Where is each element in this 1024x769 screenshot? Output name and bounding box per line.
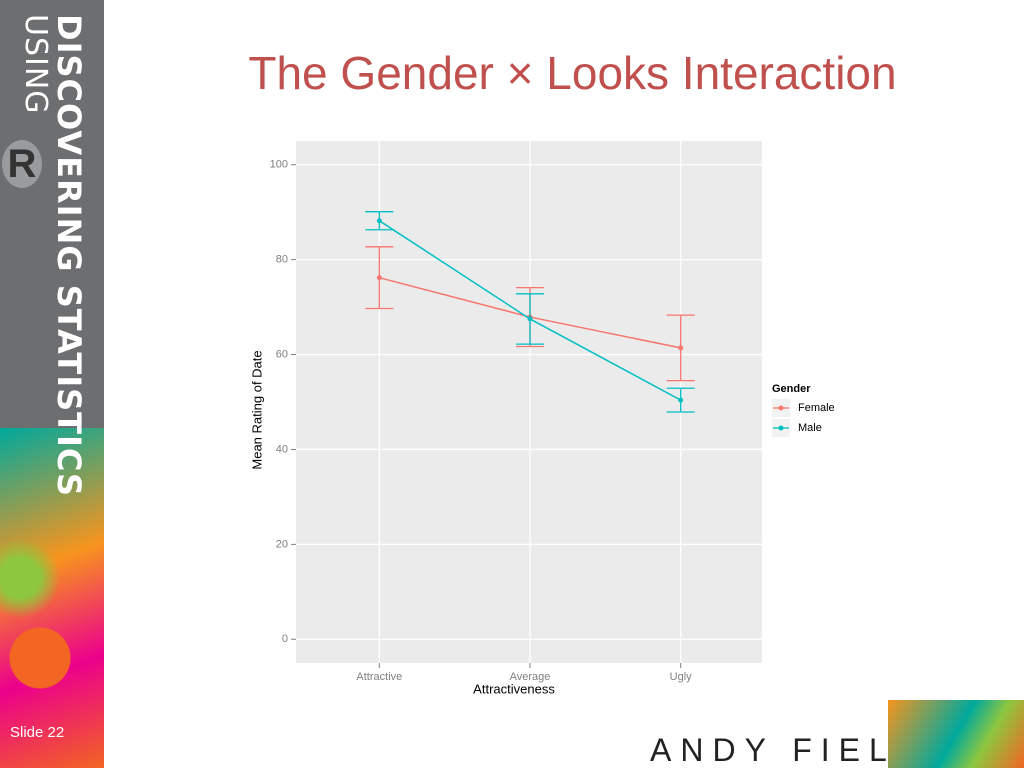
brand-text: USING: [18, 14, 53, 115]
x-tick-label: Ugly: [670, 671, 693, 683]
x-axis-label: Attractiveness: [473, 681, 555, 696]
point: [376, 275, 382, 281]
point: [678, 345, 684, 351]
point: [678, 397, 684, 403]
y-tick-label: 0: [282, 633, 288, 645]
slide-number: Slide 22: [10, 724, 65, 741]
legend-swatch-point: [778, 425, 784, 431]
y-tick-label: 60: [276, 348, 288, 360]
brand-text: DISCOVERING STATISTICS: [50, 14, 88, 498]
sidebar-top: [0, 0, 104, 428]
slide-title: The Gender × Looks Interaction: [248, 47, 897, 99]
sidebar-art: [0, 428, 104, 768]
y-tick-label: 40: [276, 443, 288, 455]
x-tick-label: Average: [510, 671, 551, 683]
author: ANDY FIELD: [650, 732, 928, 768]
sidebar: DISCOVERING STATISTICS USING R Slide 22: [0, 0, 104, 768]
x-tick-label: Attractive: [356, 671, 402, 683]
point: [376, 218, 382, 224]
corner-art: [888, 700, 1024, 768]
y-tick-label: 20: [276, 538, 288, 550]
legend-title: Gender: [772, 383, 811, 395]
legend-label: Female: [798, 402, 835, 414]
plot-panel: [296, 141, 762, 663]
legend-label: Male: [798, 422, 822, 434]
y-tick-label: 80: [276, 254, 288, 266]
y-axis-label: Mean Rating of Date: [249, 350, 264, 469]
y-tick-label: 100: [270, 159, 288, 171]
legend-swatch-point: [778, 405, 784, 411]
brand-logo: R: [2, 140, 42, 188]
point: [527, 316, 533, 322]
